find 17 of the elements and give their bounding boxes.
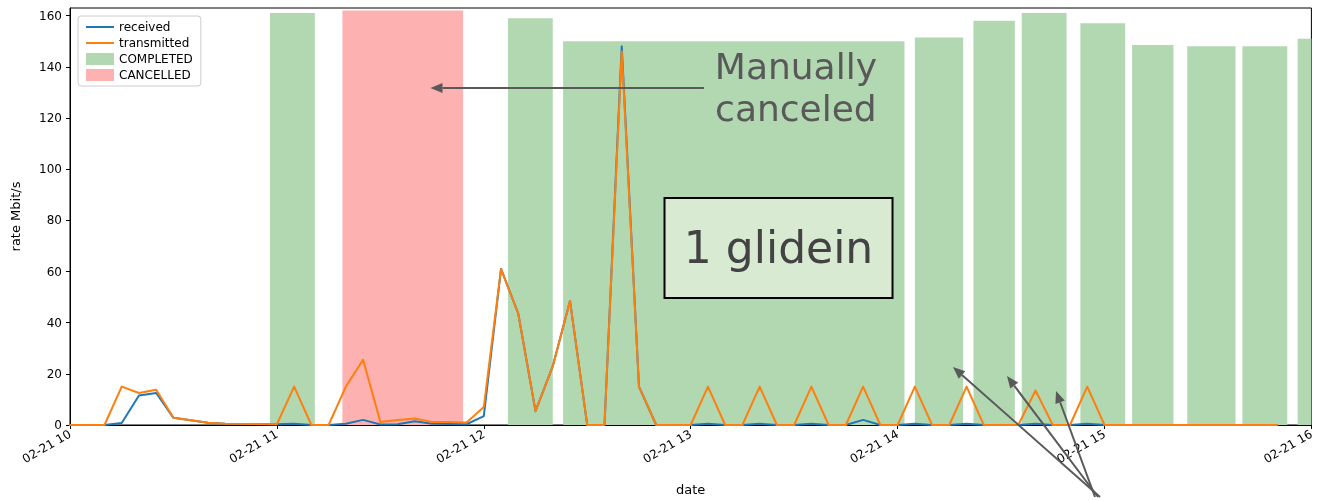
- annotation: Manually canceled: [714, 46, 877, 130]
- y-tick-label: 80: [46, 213, 62, 228]
- y-tick-label: 100: [39, 162, 62, 177]
- y-tick-label: 20: [46, 366, 62, 381]
- y-tick-label: 40: [46, 315, 62, 330]
- legend-label: transmitted: [119, 36, 190, 50]
- x-axis-title: date: [676, 482, 706, 497]
- y-tick-label: 120: [39, 111, 62, 126]
- y-tick-label: 60: [46, 264, 62, 279]
- y-tick-label: 140: [39, 59, 62, 74]
- legend-label: CANCELLED: [119, 68, 191, 82]
- annotation: 1 glidein: [683, 222, 874, 274]
- y-tick-label: 0: [54, 418, 62, 432]
- y-axis-title: rate Mbit/s: [8, 181, 23, 252]
- legend-label: COMPLETED: [119, 52, 193, 66]
- y-tick-label: 160: [39, 8, 62, 23]
- legend-label: received: [119, 20, 171, 34]
